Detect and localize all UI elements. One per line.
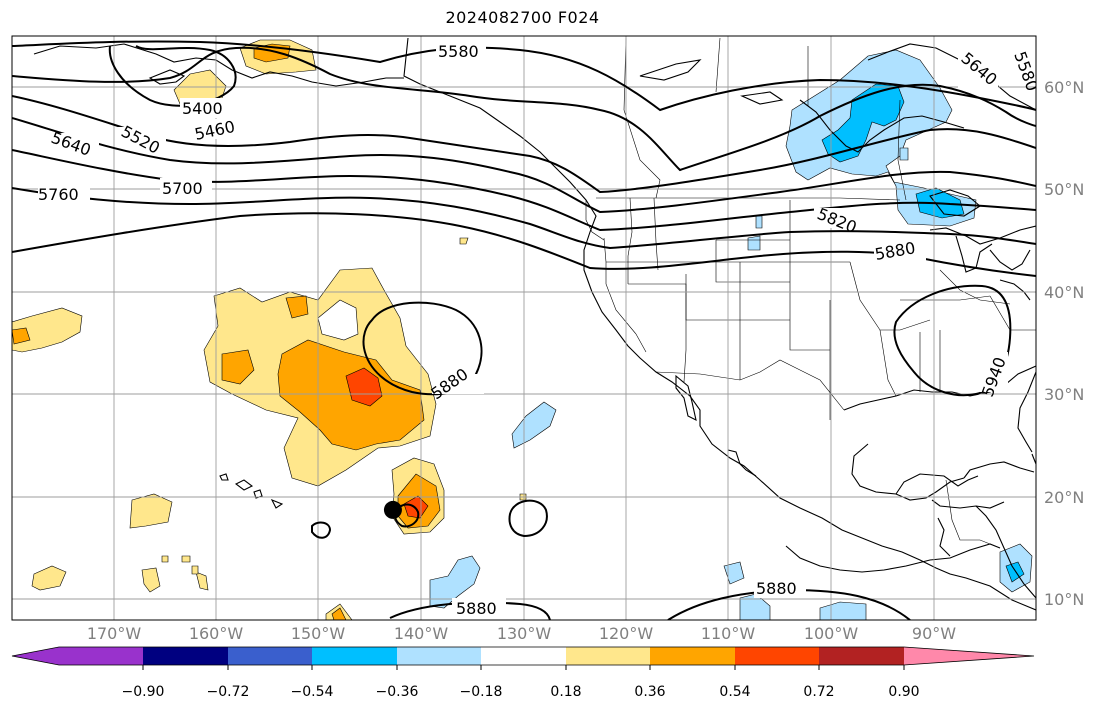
lon-label-130w: 130°W [496, 624, 552, 643]
colorbar-tick-neg-0.72: −0.72 [206, 684, 250, 700]
colorbar-tick-neg-0.90: −0.90 [121, 684, 165, 700]
lon-label-170w: 170°W [86, 624, 142, 643]
lon-label-120w: 120°W [598, 624, 654, 643]
contour-label-5580-north: 5580 [438, 42, 479, 61]
colorbar-bin-2 [143, 647, 229, 665]
lat-label-20n: 20°N [1044, 488, 1085, 507]
contour-label-5880-south: 5880 [456, 599, 497, 618]
colorbar-tick-neg-0.54: −0.54 [290, 684, 334, 700]
lat-label-10n: 10°N [1044, 590, 1085, 609]
colorbar-bin-4 [312, 647, 398, 665]
colorbar-bin-10 [819, 647, 905, 665]
lat-label-60n: 60°N [1044, 78, 1085, 97]
colorbar-tick-neg-0.36: −0.36 [375, 684, 419, 700]
colorbar-tick-neg-0.18: −0.18 [459, 684, 503, 700]
colorbar-tick-0.18: 0.18 [550, 684, 582, 700]
colorbar-bin-8 [650, 647, 736, 665]
lon-label-90w: 90°W [911, 624, 957, 643]
contour-label-halos [38, 41, 1036, 618]
colorbar-bin-9 [735, 647, 820, 665]
contour-label-5760: 5760 [38, 185, 79, 204]
lat-label-40n: 40°N [1044, 283, 1085, 302]
colorbar-max-extension [904, 647, 1034, 665]
colorbar-tick-0.36: 0.36 [634, 684, 666, 700]
lon-label-110w: 110°W [700, 624, 756, 643]
colorbar-bin-3 [228, 647, 313, 665]
coastlines [33, 37, 1036, 611]
contour-label-5400: 5400 [182, 99, 223, 118]
map-frame [11, 35, 1037, 621]
lat-label-50n: 50°N [1044, 180, 1085, 199]
contour-label-5880-southeast: 5880 [756, 579, 797, 598]
colorbar-bin-6 [481, 647, 567, 665]
height-contour-map: 5580 5640 5520 5400 5460 5700 5760 5820 … [11, 35, 1037, 621]
lon-label-100w: 100°W [803, 624, 859, 643]
storm-position-marker [383, 500, 402, 519]
colorbar-bin-1 [59, 647, 144, 665]
contour-label-5700: 5700 [162, 179, 203, 198]
colorbar [11, 646, 1035, 670]
height-contours [12, 40, 1036, 620]
colorbar-bin-7 [566, 647, 651, 665]
lon-label-160w: 160°W [188, 624, 244, 643]
colorbar-tick-0.90: 0.90 [888, 684, 920, 700]
map-title: 2024082700 F024 [445, 8, 600, 27]
negative-anomaly-shading [429, 49, 1033, 620]
lon-label-140w: 140°W [393, 624, 449, 643]
colorbar-tick-0.72: 0.72 [803, 684, 835, 700]
colorbar-outline [11, 646, 1035, 666]
colorbar-tick-0.54: 0.54 [719, 684, 751, 700]
colorbar-min-extension [12, 647, 60, 665]
lat-label-30n: 30°N [1044, 385, 1085, 404]
lon-label-150w: 150°W [290, 624, 346, 643]
colorbar-bin-5 [397, 647, 482, 665]
